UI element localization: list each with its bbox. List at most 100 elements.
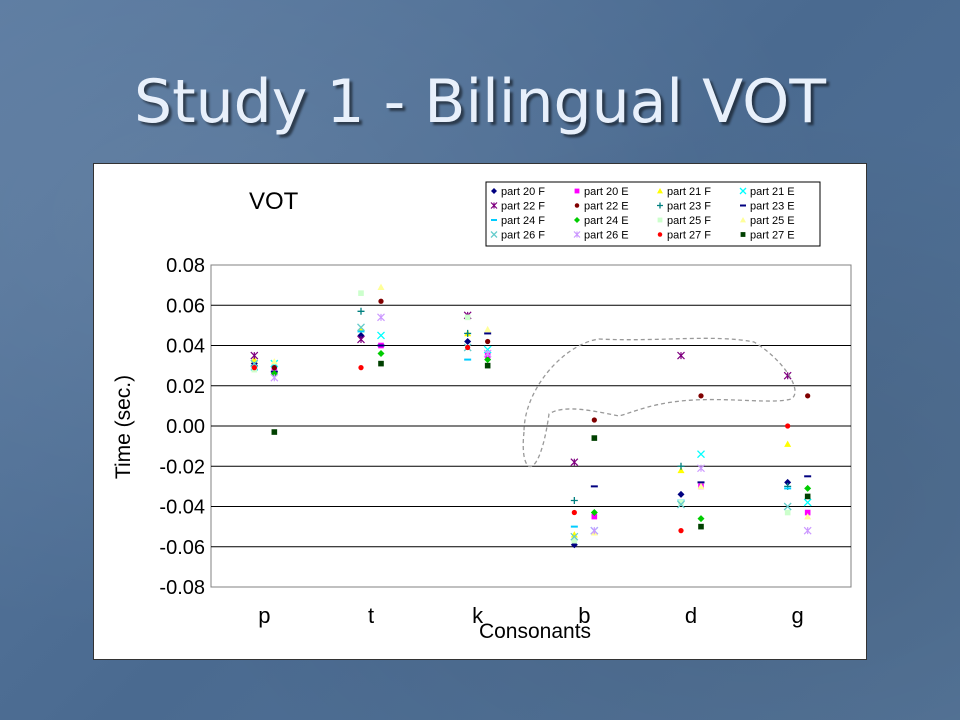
gridlines [210, 264, 852, 588]
data-point [590, 509, 598, 517]
legend-entry: part 27 F [667, 230, 711, 242]
data-point [465, 344, 471, 351]
data-point [570, 458, 579, 467]
legend-marker [740, 217, 746, 223]
legend-marker [573, 231, 581, 238]
legend-entry: part 21 E [750, 186, 795, 198]
data-point [271, 429, 278, 435]
data-point [590, 526, 599, 535]
legend-entry: part 20 E [584, 186, 629, 198]
data-point [485, 338, 491, 345]
slide-title: Study 1 - Bilingual VOT [134, 67, 826, 137]
data-point [571, 509, 577, 516]
data-point [378, 298, 384, 304]
data-point [570, 531, 578, 538]
data-point [464, 337, 472, 345]
data-point [677, 462, 685, 470]
legend-entry: part 22 F [501, 201, 545, 213]
data-point [678, 528, 684, 534]
legend-marker [739, 187, 747, 195]
legend-marker [491, 188, 497, 194]
data-point [591, 417, 597, 423]
x-tick-label: t [368, 603, 374, 628]
y-tick-label: -0.02 [159, 456, 205, 478]
y-tick-label: -0.06 [159, 537, 205, 559]
data-point [785, 423, 791, 429]
vot-scatter-chart: VOT 0.08 0.06 0.04 0.02 0.00 -0.02 -0.04 -0.06 -… [112, 181, 852, 643]
legend-entry: part 26 F [501, 230, 545, 242]
chart-container: VOT 0.08 0.06 0.04 0.02 0.00 -0.02 -0.04 -0.06 -… [93, 163, 867, 660]
legend-entry: part 25 E [750, 215, 795, 227]
legend-entry: part 25 F [667, 215, 711, 227]
data-point [570, 532, 579, 541]
data-point [464, 329, 472, 337]
legend-entry: part 23 F [667, 201, 711, 213]
legend-marker [574, 217, 580, 223]
data-point [697, 450, 705, 459]
chart-title: VOT [249, 188, 299, 215]
x-axis-label: Consonants [479, 620, 591, 643]
legend-entry: part 24 E [584, 215, 629, 227]
data-point [677, 490, 685, 498]
data-point [804, 484, 812, 492]
data-point [571, 537, 578, 544]
x-tick-label: d [685, 603, 697, 628]
data-point [357, 307, 365, 315]
data-points [250, 283, 812, 549]
legend-marker [657, 202, 663, 209]
legend-entry: part 22 E [584, 201, 629, 213]
data-point [484, 356, 492, 364]
data-point [270, 373, 279, 382]
y-tick-label: -0.04 [159, 497, 205, 519]
legend-entry: part 23 E [750, 201, 795, 213]
data-point [784, 478, 792, 486]
data-point [677, 351, 685, 360]
legend-entry: part 27 E [750, 230, 795, 242]
data-point [803, 526, 812, 535]
data-point [697, 464, 705, 473]
data-point [358, 290, 364, 296]
data-point [484, 362, 491, 369]
x-tick-label: k [472, 603, 484, 628]
data-point [804, 513, 812, 520]
data-point [784, 440, 792, 447]
data-point [483, 349, 492, 358]
highlight-outline [522, 337, 796, 468]
x-tick-label: p [258, 603, 270, 628]
data-point [591, 435, 598, 441]
legend-marker [657, 217, 663, 223]
legend-marker [574, 203, 580, 208]
data-point [250, 356, 258, 363]
legend-entry: part 20 F [501, 186, 545, 198]
data-point [250, 351, 259, 360]
data-point [783, 502, 792, 511]
data-point [271, 365, 277, 371]
data-point [570, 496, 578, 504]
data-point [697, 482, 705, 490]
data-point [591, 513, 598, 520]
data-point [377, 331, 385, 340]
data-point [358, 365, 364, 371]
legend-entry: part 24 F [501, 215, 545, 227]
legend-marker [657, 232, 663, 237]
legend-marker [657, 188, 663, 194]
data-point [378, 360, 384, 367]
data-point [678, 499, 684, 506]
y-tick-label: 0.06 [166, 295, 205, 317]
data-point [677, 500, 685, 509]
data-point [783, 371, 792, 380]
data-point [804, 509, 811, 516]
data-point [784, 509, 791, 516]
data-point [251, 365, 257, 371]
legend-marker [490, 202, 498, 209]
data-point [250, 359, 259, 368]
data-point [270, 358, 278, 365]
data-point [377, 350, 385, 358]
y-tick-labels: 0.08 0.06 0.04 0.02 0.00 -0.02 -0.04 -0.06 -0.08 [159, 255, 205, 599]
legend-marker [740, 232, 746, 237]
y-axis-label: Time (sec.) [112, 375, 135, 479]
data-point [804, 493, 811, 500]
data-point [357, 335, 365, 344]
data-point [484, 325, 492, 333]
